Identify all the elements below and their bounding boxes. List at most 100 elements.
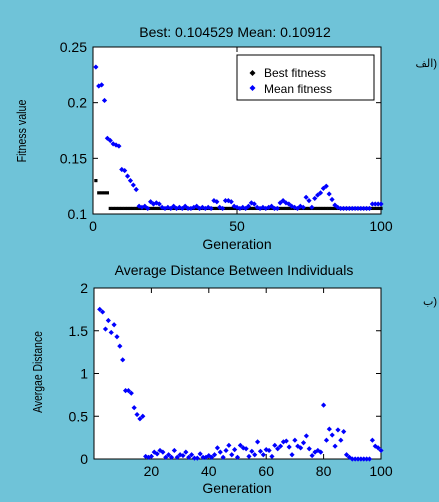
chart-2-point-s0 [203, 454, 209, 460]
chart-2-xtick-label: 100 [369, 463, 393, 479]
chart-2-point-s0 [366, 456, 373, 462]
chart-2-point-s0 [125, 388, 132, 394]
chart-1-legend: Best fitness Mean fitness [236, 54, 375, 101]
chart-2-title: Average Distance Between Individuals [115, 262, 354, 278]
legend-box [236, 54, 375, 101]
chart-1-point-s1 [375, 201, 381, 207]
chart-1-xtick-label: 50 [229, 218, 245, 234]
chart-1-point-s1 [228, 199, 234, 205]
chart-1-point-s0 [284, 206, 288, 211]
chart-2-point-s0 [257, 448, 264, 454]
chart-1-point-s0 [278, 206, 282, 211]
chart-1-point-s0 [373, 206, 377, 211]
legend-label-mean: Mean fitness [264, 82, 332, 96]
chart-2-point-s0 [186, 454, 192, 460]
chart-2-point-s0 [226, 442, 232, 448]
chart-1-point-s1 [119, 166, 125, 173]
chart-2-point-s0 [355, 456, 361, 462]
chart-1-point-s1 [355, 205, 361, 212]
chart-1-point-s0 [157, 206, 161, 211]
chart-1-point-s1 [222, 198, 229, 204]
chart-2-point-s0 [309, 452, 315, 459]
chart-1-point-s1 [283, 200, 289, 206]
chart-2-point-s0 [140, 413, 146, 419]
chart-1-point-s1 [378, 201, 384, 207]
chart-2-point-s0 [100, 309, 106, 315]
chart-1-point-s0 [154, 206, 158, 211]
chart-2-point-s0 [275, 446, 281, 452]
chart-1-point-s1 [294, 205, 301, 212]
chart-2-point-s0 [306, 446, 312, 452]
chart-2-ylabel: Avergae Distance [31, 331, 45, 413]
chart-2-point-s0 [114, 334, 120, 340]
chart-2-point-s0 [191, 455, 198, 461]
chart-2-marks [97, 306, 384, 462]
chart-2-ytick-label: 0.5 [69, 408, 89, 424]
chart-1-point-s1 [133, 186, 139, 193]
chart-2-point-s0 [137, 416, 143, 422]
chart-2-point-s0 [349, 456, 355, 462]
chart-2-point-s0 [209, 454, 215, 460]
chart-1-point-s0 [318, 206, 323, 211]
chart-2-point-s0 [232, 446, 238, 453]
chart-1-point-s1 [260, 204, 266, 210]
chart-1-point-s0 [94, 179, 98, 183]
chart-1-point-s1 [343, 205, 350, 212]
legend-label-best: Best fitness [264, 66, 326, 80]
chart-1-point-s0 [97, 191, 101, 195]
chart-1-point-s1 [220, 205, 226, 212]
chart-1-point-s0 [287, 206, 291, 211]
chart-1-point-s1 [251, 201, 257, 207]
chart-2-point-s0 [194, 455, 200, 461]
chart-2-point-s0 [303, 433, 309, 439]
chart-1-point-s0 [252, 206, 256, 211]
chart-1-point-s1 [124, 173, 131, 179]
chart-2-point-s0 [369, 437, 375, 443]
chart-2-point-s0 [174, 454, 180, 460]
chart-2-point-s0 [332, 443, 338, 449]
chart-2-point-s0 [217, 449, 223, 455]
chart-2-point-s0 [358, 456, 364, 462]
chart-1-point-s1 [257, 205, 263, 212]
chart-2-point-s0 [200, 454, 206, 460]
chart-2-point-s0 [266, 447, 272, 454]
chart-1-point-s0 [111, 206, 115, 211]
panel-label-a: الف) [416, 58, 437, 70]
chart-2-point-s0 [343, 452, 350, 458]
chart-1-point-s0 [102, 191, 107, 195]
chart-1-point-s0 [114, 206, 118, 211]
chart-1-point-s1 [292, 204, 298, 210]
chart-1-point-s1 [93, 64, 99, 70]
chart-2-point-s0 [237, 442, 243, 448]
chart-1-point-s1 [303, 194, 309, 200]
chart-1-point-s0 [105, 191, 109, 195]
chart-1-marks [93, 64, 384, 212]
chart-1-title: Best: 0.104529 Mean: 0.10912 [139, 24, 331, 40]
chart-1-point-s0 [376, 206, 380, 211]
chart-1-point-s0 [249, 206, 253, 211]
chart-1-point-s1 [271, 205, 278, 212]
chart-1-point-s0 [151, 206, 156, 211]
chart-2-point-s0 [180, 452, 186, 459]
chart-1-ytick-label: 0.1 [68, 206, 88, 222]
chart-2-point-s0 [105, 317, 111, 324]
chart-1-point-s1 [364, 205, 370, 212]
chart-2-point-s0 [171, 447, 177, 454]
chart-2-point-s0 [197, 451, 203, 457]
chart-1-point-s0 [128, 206, 133, 211]
chart-1-ylabel: Fitness value [14, 99, 29, 162]
chart-2-point-s0 [166, 452, 172, 458]
chart-2: Average Distance Between Individuals 0 0.… [31, 262, 393, 496]
chart-1-point-s1 [185, 205, 191, 212]
chart-1-point-s0 [134, 206, 138, 211]
chart-2-point-s0 [108, 329, 114, 336]
chart-2-point-s0 [214, 445, 221, 451]
chart-2-point-s0 [177, 452, 183, 458]
chart-2-point-s0 [229, 452, 235, 458]
chart-1-point-s1 [127, 178, 134, 184]
panel-label-b: ب) [423, 296, 437, 308]
chart-1-point-s1 [280, 198, 286, 204]
chart-2-axes: 0 0.5 1 1.5 2 20 40 60 80 100 [69, 280, 393, 479]
chart-1-point-s1 [101, 97, 108, 104]
